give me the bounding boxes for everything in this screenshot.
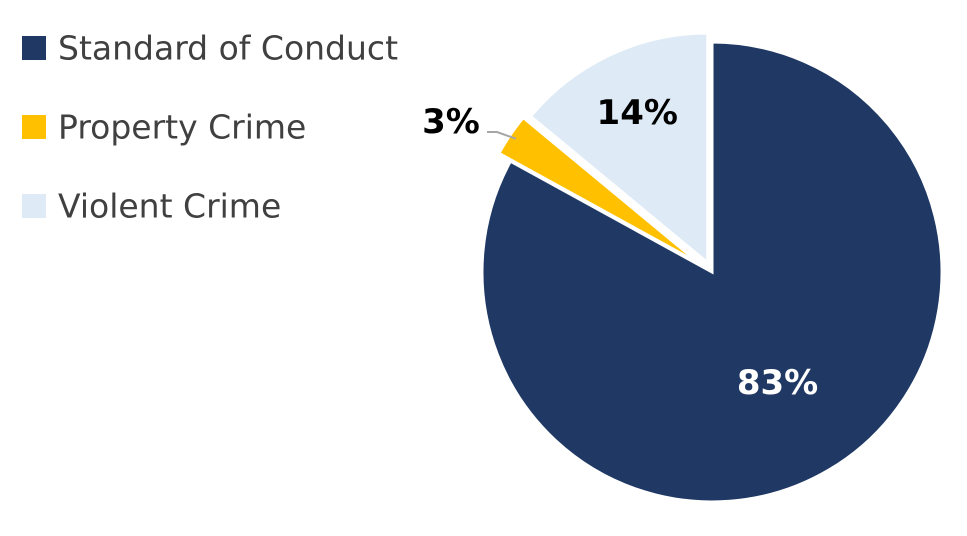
data-labels: 83% 3% 14% [422, 93, 818, 403]
slice-standard-of-conduct [480, 40, 944, 504]
legend-swatch-violent-crime [22, 194, 46, 218]
legend-label-property-crime: Property Crime [58, 108, 306, 147]
legend-swatch-standard-of-conduct [22, 36, 46, 60]
leader-lines [487, 131, 517, 140]
legend-swatch-property-crime [22, 115, 46, 139]
data-label-property-crime: 3% [422, 102, 480, 142]
slice-violent-crime [528, 31, 710, 267]
pie-slices [480, 31, 944, 504]
legend-label-standard-of-conduct: Standard of Conduct [58, 29, 398, 68]
leader-line-property-crime [487, 131, 517, 140]
data-label-standard-of-conduct: 83% [737, 363, 818, 403]
slice-property-crime [496, 115, 702, 266]
legend: Standard of Conduct Property Crime Violent… [22, 29, 398, 226]
data-label-violent-crime: 14% [597, 93, 678, 133]
legend-label-violent-crime: Violent Crime [58, 187, 281, 226]
